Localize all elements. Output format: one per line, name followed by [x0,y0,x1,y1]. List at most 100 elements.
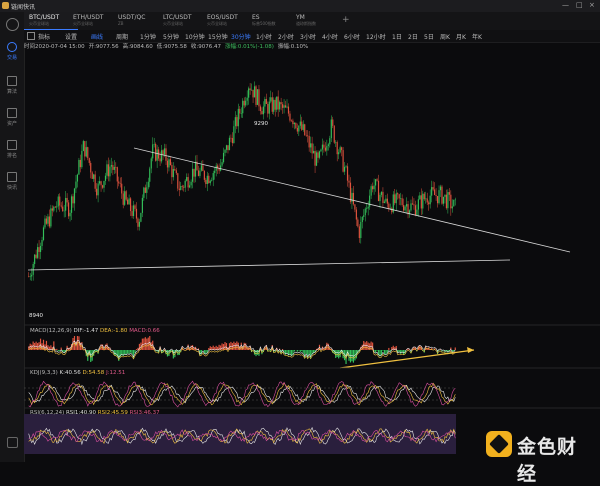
candle[interactable] [162,150,163,155]
candle[interactable] [53,207,54,211]
interval-4h[interactable]: 4小时 [322,32,338,41]
candle[interactable] [379,195,380,201]
candle[interactable] [309,136,310,147]
candle[interactable] [251,90,252,91]
candle[interactable] [124,191,125,205]
candle[interactable] [396,193,397,203]
candle[interactable] [345,166,346,167]
candle[interactable] [36,255,37,258]
candle[interactable] [47,216,48,223]
candle[interactable] [205,180,206,184]
candle[interactable] [62,207,63,211]
candle[interactable] [402,198,403,205]
maximize-button[interactable]: □ [576,1,583,9]
candle[interactable] [319,151,320,158]
candle[interactable] [46,219,47,224]
candle[interactable] [188,177,189,187]
candle[interactable] [213,173,214,180]
close-button[interactable]: × [589,1,595,9]
candle[interactable] [382,192,383,203]
candle[interactable] [170,159,171,165]
candle[interactable] [50,208,51,226]
candle[interactable] [190,182,191,186]
price-chart[interactable]: 9290 8940 [24,52,600,462]
candle[interactable] [325,148,326,151]
candle[interactable] [372,186,373,189]
candle[interactable] [404,206,405,210]
candle[interactable] [192,169,193,182]
candle[interactable] [248,88,249,97]
candle[interactable] [216,166,217,171]
candle[interactable] [413,204,414,205]
candle[interactable] [344,167,345,172]
candle[interactable] [72,196,73,203]
candle[interactable] [441,187,442,204]
candle[interactable] [252,90,253,98]
candle[interactable] [105,176,106,181]
candle[interactable] [263,107,264,115]
candle[interactable] [397,193,398,194]
candle[interactable] [229,138,230,150]
candle[interactable] [301,122,302,130]
candle[interactable] [56,206,57,207]
candle[interactable] [384,202,385,203]
globe-icon[interactable] [6,18,19,31]
sidebar-item-asset[interactable]: 资产 [0,108,24,127]
candle[interactable] [400,198,401,199]
candle[interactable] [422,194,423,209]
candle[interactable] [365,209,366,216]
candle[interactable] [149,168,150,181]
candle[interactable] [37,247,38,258]
candle[interactable] [354,204,355,209]
candle[interactable] [450,195,451,209]
candle[interactable] [109,167,110,177]
candle[interactable] [148,182,149,188]
interval-year[interactable]: 年K [472,32,482,41]
candle[interactable] [438,190,439,203]
candle[interactable] [434,189,435,195]
candle[interactable] [151,158,152,168]
candle[interactable] [366,208,367,209]
candle[interactable] [452,206,453,208]
candle[interactable] [292,121,293,124]
settings-button[interactable]: 设置 [65,32,77,41]
candle[interactable] [437,196,438,203]
candle[interactable] [111,165,112,166]
candle[interactable] [130,198,131,211]
candle[interactable] [43,227,44,240]
candle[interactable] [276,97,277,110]
candle[interactable] [300,122,301,126]
candle[interactable] [447,192,448,208]
candle[interactable] [353,193,354,204]
interval-5m[interactable]: 5分钟 [163,32,179,41]
candle[interactable] [350,183,351,202]
candle[interactable] [165,148,166,160]
candle[interactable] [179,189,180,190]
candle[interactable] [193,169,194,177]
candle[interactable] [136,209,137,219]
candle[interactable] [226,145,227,150]
candle[interactable] [323,145,324,148]
candle[interactable] [38,247,39,252]
candle[interactable] [368,207,369,209]
candle[interactable] [338,152,339,154]
candle[interactable] [449,192,450,195]
candle[interactable] [455,200,456,201]
candle[interactable] [453,200,454,207]
candle[interactable] [410,203,411,210]
candle[interactable] [161,150,162,161]
candle[interactable] [86,147,87,156]
candle[interactable] [221,162,222,165]
candle[interactable] [427,198,428,202]
sidebar-item-news[interactable]: 快讯 [0,172,24,191]
candle[interactable] [356,210,357,220]
candle[interactable] [96,189,97,196]
candle[interactable] [74,189,75,204]
candle[interactable] [108,164,109,176]
candle[interactable] [391,208,392,212]
candle[interactable] [388,204,389,209]
candle[interactable] [264,99,265,107]
candle[interactable] [224,150,225,153]
support-trendline[interactable] [28,260,510,270]
interval-12h[interactable]: 12小时 [366,32,386,41]
